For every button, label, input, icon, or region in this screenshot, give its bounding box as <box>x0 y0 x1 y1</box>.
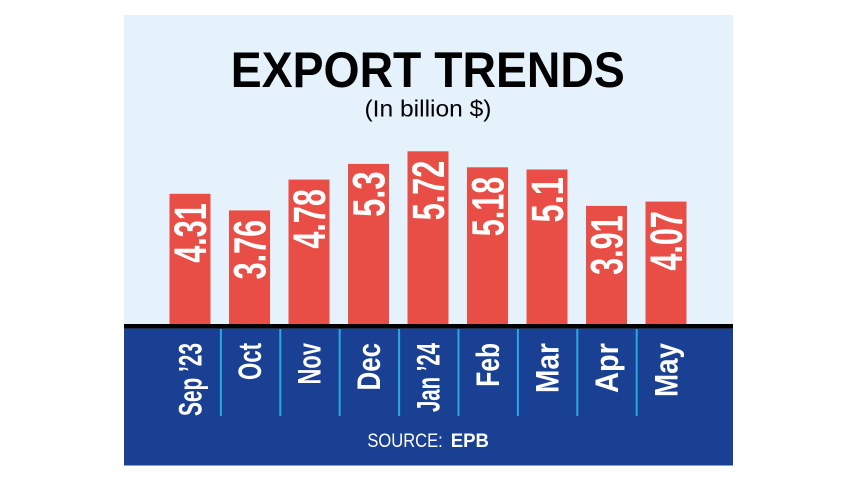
svg-text:Dec: Dec <box>351 343 387 391</box>
svg-text:SOURCE:: SOURCE: <box>367 431 442 452</box>
svg-text:3.76: 3.76 <box>224 220 275 280</box>
svg-text:Feb: Feb <box>470 343 506 387</box>
svg-text:Oct: Oct <box>232 343 268 380</box>
svg-text:4.78: 4.78 <box>284 189 335 249</box>
svg-text:3.91: 3.91 <box>581 215 632 275</box>
svg-text:Nov: Nov <box>292 343 328 385</box>
svg-text:4.31: 4.31 <box>165 203 216 262</box>
svg-text:5.18: 5.18 <box>462 177 513 237</box>
svg-text:5.1: 5.1 <box>522 177 573 223</box>
svg-text:5.72: 5.72 <box>403 161 454 221</box>
svg-text:EPB: EPB <box>451 431 489 452</box>
svg-text:Sep ’23: Sep ’23 <box>173 343 209 416</box>
svg-text:5.3: 5.3 <box>343 171 394 217</box>
svg-text:Jan ’24: Jan ’24 <box>411 343 447 412</box>
svg-text:4.07: 4.07 <box>641 211 692 271</box>
svg-text:(In billion $): (In billion $) <box>365 96 492 122</box>
svg-text:Mar: Mar <box>530 343 566 393</box>
svg-text:EXPORT TRENDS: EXPORT TRENDS <box>231 42 625 98</box>
svg-text:Apr: Apr <box>589 343 625 393</box>
svg-text:May: May <box>649 343 685 397</box>
